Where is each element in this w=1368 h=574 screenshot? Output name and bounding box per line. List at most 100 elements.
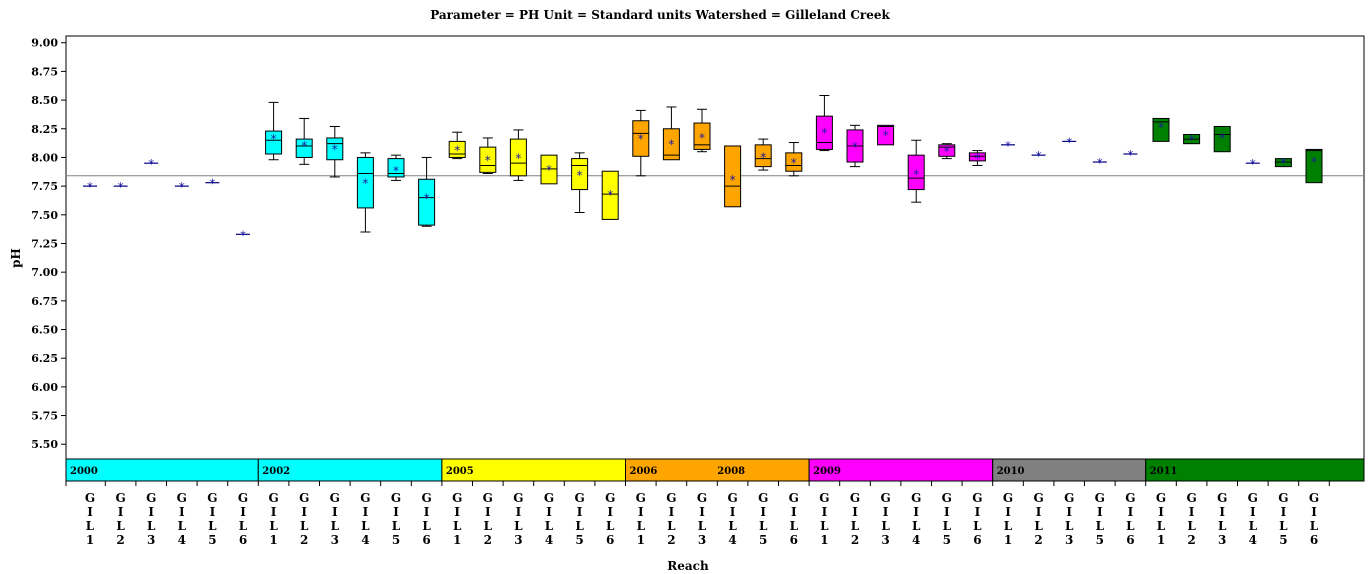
box-iqr <box>693 122 711 150</box>
mean-marker: * <box>1005 139 1011 153</box>
box-2000-gil1: * <box>83 180 97 194</box>
mean-marker: * <box>240 228 246 242</box>
year-band-label: 2002 <box>262 466 290 477</box>
box-iqr <box>479 146 497 173</box>
mean-marker: * <box>87 180 93 194</box>
mean-marker: * <box>271 132 277 146</box>
boxes-layer: * * * * * * * * * * * * * * * * * * * * * * * * * * * * * * * * * * * * * * * *… <box>83 95 1323 242</box>
year-band-label: 2011 <box>1150 466 1178 477</box>
y-tick-label: 8.00 <box>31 151 58 164</box>
box-2002-gil1: * <box>265 101 283 161</box>
year-band-2011 <box>1145 458 1365 482</box>
y-tick-label: 8.25 <box>31 123 58 136</box>
mean-marker: * <box>546 163 552 177</box>
mean-marker: * <box>1219 131 1225 145</box>
year-band-label: 2010 <box>997 466 1025 477</box>
y-tick-label: 6.50 <box>31 324 58 337</box>
year-bands: 2000 2002 2005 2006 2008 2009 2010 2011 <box>65 458 1365 482</box>
mean-marker: * <box>760 150 766 164</box>
box-2011-gil2: * <box>1183 133 1201 147</box>
box-2009-gil2: * <box>846 124 864 168</box>
mean-marker: * <box>1036 149 1042 163</box>
box-iqr <box>448 140 466 158</box>
box-2009-gil1: * <box>815 95 833 152</box>
mean-marker: * <box>301 139 307 153</box>
box-2011-gil4: * <box>1245 157 1260 171</box>
mean-marker: * <box>730 173 736 187</box>
y-tick-label: 5.75 <box>31 410 58 423</box>
box-2010-gil3: * <box>1062 135 1077 149</box>
y-tick-label: 7.25 <box>31 237 58 250</box>
box-iqr <box>968 152 986 162</box>
box-2010-gil2: * <box>1031 149 1046 163</box>
box-2002-gil4: * <box>356 152 374 233</box>
x-axis-categories: G I L 1 G I L 2 G I L 3 G I L 4 G I L 5 G I L 6 G I L 1 G I L 2 G I L 3 G I L 4… <box>65 481 1330 547</box>
box-2005-gil2: * <box>479 137 497 175</box>
box-2011-gil3: * <box>1213 125 1231 153</box>
box-2005-gil4: * <box>540 154 558 185</box>
y-tick-label: 7.50 <box>31 209 58 222</box>
box-2010-gil6: * <box>1123 148 1138 162</box>
mean-marker: * <box>913 168 919 182</box>
box-2002-gil3: * <box>326 125 344 178</box>
box-2011-gil6: * <box>1305 148 1323 184</box>
y-tick-label: 5.50 <box>31 438 58 451</box>
y-tick-label: 7.00 <box>31 266 58 279</box>
year-band-label: 2006 <box>630 466 658 477</box>
box-2000-gil3: * <box>144 157 159 171</box>
mean-marker: * <box>1097 156 1103 170</box>
mean-marker: * <box>821 126 827 140</box>
mean-marker: * <box>1311 155 1317 169</box>
box-2006-gil3: * <box>693 108 711 153</box>
box-2009-gil3: * <box>877 124 895 146</box>
box-iqr <box>509 138 527 177</box>
box-2002-gil5: * <box>387 154 405 181</box>
mean-marker: * <box>607 188 613 202</box>
mean-marker: * <box>118 180 124 194</box>
box-iqr <box>387 158 405 178</box>
box-iqr <box>754 144 772 168</box>
mean-marker: * <box>179 180 185 194</box>
mean-marker: * <box>944 145 950 159</box>
mean-marker: * <box>577 169 583 183</box>
mean-marker: * <box>1066 135 1072 149</box>
box-2011-gil5: * <box>1274 156 1292 170</box>
mean-marker: * <box>362 177 368 191</box>
box-iqr <box>815 115 833 150</box>
box-iqr <box>418 178 436 226</box>
mean-marker: * <box>332 142 338 156</box>
y-tick-label: 6.00 <box>31 381 58 394</box>
mean-marker: * <box>454 143 460 157</box>
box-iqr <box>877 124 895 146</box>
box-2009-gil4: * <box>907 139 925 203</box>
mean-marker: * <box>1280 156 1286 170</box>
mean-marker: * <box>393 164 399 178</box>
box-iqr <box>265 130 283 155</box>
year-band-label: 2009 <box>813 466 841 477</box>
plot-area <box>65 35 1365 482</box>
y-tick-label: 8.50 <box>31 94 58 107</box>
mean-marker: * <box>1158 120 1164 134</box>
